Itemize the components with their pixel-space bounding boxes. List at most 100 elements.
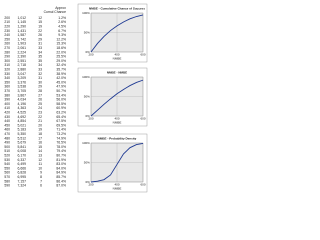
x-tick-label: 400: [114, 52, 119, 56]
table-cell: 260: [4, 42, 10, 46]
table-cell: 14: [38, 149, 42, 153]
table-cell: 4,692: [18, 115, 27, 119]
table-cell: 74.9%: [56, 136, 66, 140]
table-cell: 540: [4, 162, 10, 166]
table-cell: 22: [38, 115, 42, 119]
table-cell: 420: [4, 110, 10, 114]
table-cell: 6,499: [18, 162, 27, 166]
table-cell: 12: [38, 16, 42, 20]
table-cell: 56.0%: [56, 98, 66, 102]
table-cell: 370: [4, 89, 10, 93]
table-cell: 280: [4, 50, 10, 54]
table-cell: 29: [38, 85, 42, 89]
table-cell: 310: [4, 63, 10, 67]
table-cell: 76.5%: [56, 141, 66, 145]
table-cell: 3,209: [18, 76, 27, 80]
table-cell: 6,995: [18, 175, 27, 179]
table-cell: 4,525: [18, 110, 27, 114]
table-cell: 9: [40, 171, 42, 175]
table-cell: 2,061: [18, 46, 27, 50]
table-cell: 21: [38, 119, 42, 123]
table-cell: 3,376: [18, 80, 27, 84]
table-cell: 23: [38, 110, 42, 114]
y-tick-label: 0%: [85, 180, 90, 184]
table-cell: 3,047: [18, 72, 27, 76]
table-cell: 560: [4, 171, 10, 175]
table-cell: 330: [4, 72, 10, 76]
table-cell: 4,196: [18, 102, 27, 106]
table-cell: 29: [38, 37, 42, 41]
table-cell: 200: [4, 16, 10, 20]
table-cell: 6,170: [18, 153, 27, 157]
table-cell: 440: [4, 119, 10, 123]
table-cell: 590: [4, 184, 10, 188]
table-cell: 12.2%: [56, 37, 66, 41]
y-tick-label: 0%: [85, 114, 90, 118]
table-cell: 1,012: [18, 16, 27, 20]
y-tick-label: 0%: [85, 50, 90, 54]
table-cell: 210: [4, 20, 10, 24]
y-tick-label: 100%: [82, 11, 90, 15]
table-cell: 17: [38, 136, 42, 140]
table-cell: 500: [4, 145, 10, 149]
table-cell: 470: [4, 132, 10, 136]
table-cell: 63.2%: [56, 110, 66, 114]
x-tick-label: 600: [140, 116, 145, 120]
table-cell: 31: [38, 76, 42, 80]
table-cell: 19: [38, 24, 42, 28]
table-cell: 580: [4, 179, 10, 183]
table-cell: 15: [38, 145, 42, 149]
series-line: [90, 14, 144, 53]
table-cell: 4,034: [18, 98, 27, 102]
x-tick-label: 200: [88, 52, 93, 56]
table-cell: 84.0%: [56, 166, 66, 170]
table-cell: 1,903: [18, 42, 27, 46]
table-cell: 410: [4, 106, 10, 110]
table-cell: 34: [38, 50, 42, 54]
table-cell: 84.9%: [56, 171, 66, 175]
table-cell: 38.9%: [56, 72, 66, 76]
table-cell: 65.4%: [56, 115, 66, 119]
table-cell: 5,841: [18, 145, 27, 149]
table-cell: 390: [4, 98, 10, 102]
x-tick-label: 600: [140, 182, 145, 186]
table-cell: 24: [38, 106, 42, 110]
table-cell: 350: [4, 80, 10, 84]
table-cell: 83.0%: [56, 162, 66, 166]
table-cell: 430: [4, 115, 10, 119]
table-cell: 10: [38, 166, 42, 170]
table-cell: 35: [38, 55, 42, 59]
table-cell: 1,290: [18, 24, 27, 28]
table-cell: 60.9%: [56, 106, 66, 110]
table-cell: 2,224: [18, 50, 27, 54]
table-cell: 250: [4, 37, 10, 41]
x-axis-label: NMBE: [113, 186, 122, 190]
table-cell: 50.7%: [56, 89, 66, 93]
table-cell: 26: [38, 98, 42, 102]
table-cell: 45.0%: [56, 80, 66, 84]
table-cell: 12: [38, 158, 42, 162]
table-cell: 300: [4, 59, 10, 63]
y-tick-label: 50%: [84, 160, 90, 164]
x-tick-label: 400: [114, 182, 119, 186]
table-cell: 380: [4, 93, 10, 97]
table-cell: 32: [38, 72, 42, 76]
table-cell: 20: [38, 123, 42, 127]
table-cell: 6,337: [18, 158, 27, 162]
table-cell: 31: [38, 42, 42, 46]
table-cell: 6,828: [18, 171, 27, 175]
table-cell: 1,145: [18, 20, 27, 24]
table-cell: 510: [4, 149, 10, 153]
table-cell: 4,363: [18, 106, 27, 110]
table-cell: 450: [4, 123, 10, 127]
table-cell: 78.0%: [56, 145, 66, 149]
table-cell: 35.7%: [56, 67, 66, 71]
y-tick-label: 50%: [84, 30, 90, 34]
table-cell: 25.5%: [56, 55, 66, 59]
table-cell: 22.0%: [56, 50, 66, 54]
chart-title: NMBE - Cumulative Chance of Success: [89, 6, 145, 10]
table-cell: 7: [40, 179, 42, 183]
x-tick-label: 200: [88, 116, 93, 120]
table-cell: 26: [38, 33, 42, 37]
table-cell: 3,705: [18, 89, 27, 93]
